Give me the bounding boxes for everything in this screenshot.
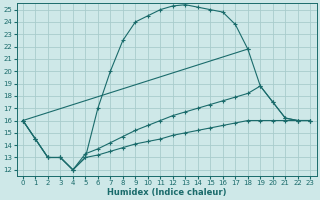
- X-axis label: Humidex (Indice chaleur): Humidex (Indice chaleur): [107, 188, 226, 197]
